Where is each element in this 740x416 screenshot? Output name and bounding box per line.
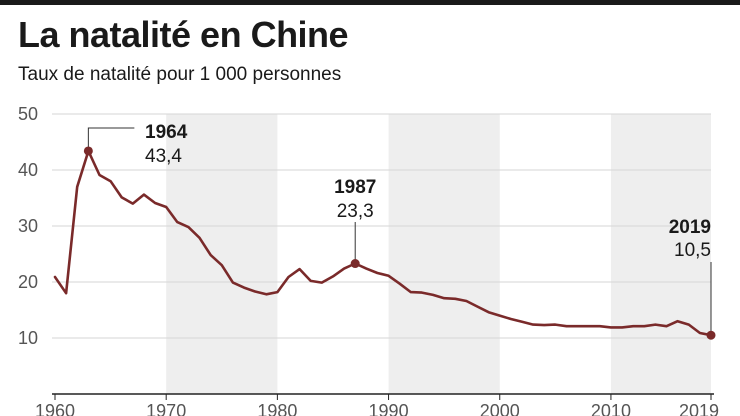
decade-band-0	[166, 114, 278, 394]
y-tick-label-20: 20	[18, 272, 38, 292]
birth-rate-line	[53, 149, 713, 337]
annotation-point-2019	[706, 330, 716, 340]
annotation-value-1987: 23,3	[337, 201, 374, 222]
y-tick-label-30: 30	[18, 216, 38, 236]
chart-subtitle: Taux de natalité pour 1 000 personnes	[18, 64, 342, 85]
decade-band-2	[610, 114, 711, 394]
x-tick-label-2019: 2019	[679, 401, 719, 416]
y-tick-label-40: 40	[18, 160, 38, 180]
x-tick-label-2010: 2010	[591, 401, 631, 416]
annotation-value-1964: 43,4	[145, 146, 182, 167]
y-tick-label-10: 10	[18, 328, 38, 348]
annotation-value-2019: 10,5	[674, 240, 711, 261]
x-tick-label-2000: 2000	[480, 401, 520, 416]
annotation-year-1964: 1964	[145, 122, 188, 143]
annotation-year-2019: 2019	[669, 217, 711, 238]
top-rule	[0, 0, 740, 5]
x-tick-label-1980: 1980	[257, 401, 297, 416]
x-tick-label-1960: 1960	[35, 401, 75, 416]
decade-band-1	[388, 114, 500, 394]
annotation-point-1964	[83, 146, 93, 156]
annotation-point-1987	[350, 259, 360, 269]
annotation-year-1987: 1987	[334, 177, 376, 198]
x-tick-label-1990: 1990	[369, 401, 409, 416]
annotation-leader-1964	[87, 127, 135, 151]
page-title: La natalité en Chine	[18, 14, 349, 55]
y-tick-label-50: 50	[18, 104, 38, 124]
x-tick-label-1970: 1970	[146, 401, 186, 416]
